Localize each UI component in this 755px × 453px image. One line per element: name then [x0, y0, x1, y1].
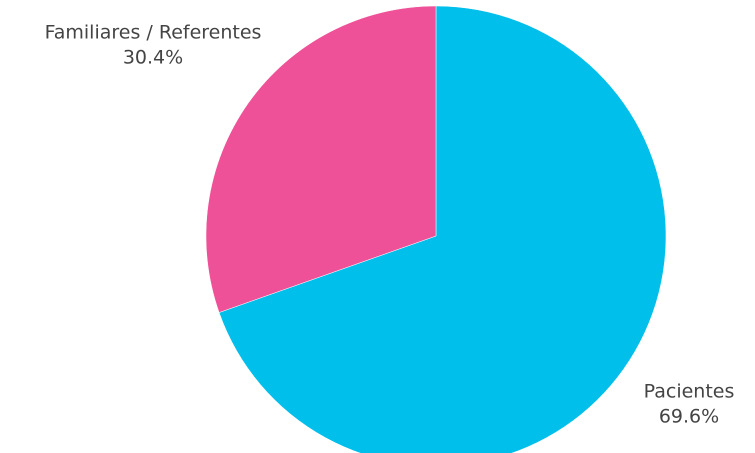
pie-slice [218, 5, 667, 453]
slice-label: Pacientes [644, 381, 735, 403]
slice-value-label: 69.6% [659, 406, 719, 428]
slice-label: Familiares / Referentes [45, 22, 262, 44]
pie-slice [205, 5, 437, 313]
slice-value-label: 30.4% [123, 47, 183, 69]
